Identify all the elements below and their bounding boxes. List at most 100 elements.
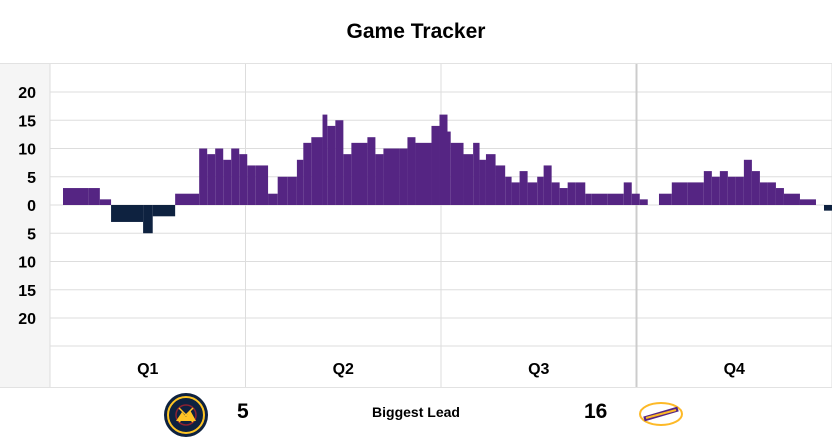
y-tick-label: 10 <box>18 255 36 272</box>
lakers-lead-bar <box>727 176 736 205</box>
lakers-lead-bar <box>585 193 592 205</box>
lakers-lead-bar <box>415 142 432 205</box>
lakers-lead-bar <box>99 199 112 205</box>
lakers-lead-bar <box>383 148 400 205</box>
lakers-lead-bar <box>343 154 352 205</box>
lead-bars <box>63 114 832 234</box>
y-tick-label: 15 <box>18 113 36 130</box>
quarter-label: Q4 <box>724 361 745 378</box>
biggest-lead-label: Biggest Lead <box>372 404 460 420</box>
lakers-lead-bar <box>735 176 744 205</box>
lakers-lead-bar <box>485 154 496 205</box>
lakers-lead-bar <box>199 148 208 205</box>
lakers-lead-bar <box>519 171 528 205</box>
lakers-lead-bar <box>479 159 486 205</box>
lakers-lead-bar <box>255 165 269 205</box>
lakers-lead-bar <box>303 142 312 205</box>
lakers-lead-bar <box>623 182 632 205</box>
y-axis-ticks: 20 15 10 5 0 5 10 15 20 <box>18 85 36 328</box>
lakers-lead-bar <box>719 171 728 205</box>
lakers-lead-bar <box>505 176 512 205</box>
lakers-lead-bar <box>751 171 760 205</box>
nuggets-lead-bar <box>143 205 153 234</box>
lakers-lead-bar <box>447 131 451 205</box>
lakers-lead-bar <box>399 148 408 205</box>
nuggets-biggest-lead: 5 <box>237 400 249 423</box>
y-axis-label-band <box>0 64 50 387</box>
lakers-lead-bar <box>431 125 440 205</box>
y-tick-label: 20 <box>18 85 36 102</box>
lakers-lead-bar <box>639 199 648 205</box>
lakers-lead-bar <box>711 176 720 205</box>
lakers-lead-bar <box>607 193 624 205</box>
y-tick-label: 20 <box>18 311 36 328</box>
lakers-lead-bar <box>247 165 256 205</box>
lakers-lead-bar <box>759 182 768 205</box>
lakers-lead-bar <box>559 188 568 205</box>
lead-tracker-chart: 20 15 10 5 0 5 10 15 20 Q1 Q2 Q3 Q4 <box>0 64 832 387</box>
lakers-lead-bar <box>335 120 344 205</box>
lakers-lead-bar <box>543 165 552 205</box>
lakers-lead-bar <box>527 182 538 205</box>
lakers-lead-bar <box>671 182 688 205</box>
y-tick-label: 15 <box>18 283 36 300</box>
lakers-lead-bar <box>268 193 278 205</box>
lakers-lead-bar <box>799 199 816 205</box>
lakers-lead-bar <box>463 154 474 205</box>
lakers-lead-bar <box>63 188 89 205</box>
lakers-lead-bar <box>703 171 712 205</box>
lakers-lead-bar <box>287 176 297 205</box>
lakers-lead-bar <box>631 193 640 205</box>
lakers-lead-bar <box>215 148 224 205</box>
nuggets-lead-bar <box>152 205 176 217</box>
lakers-lead-bar <box>775 188 784 205</box>
biggest-lead-footer: 5 Biggest Lead 16 <box>0 387 832 439</box>
nuggets-lead-bar <box>111 205 144 222</box>
lakers-lead-bar <box>277 176 288 205</box>
lakers-lead-bar <box>239 154 248 205</box>
lakers-lead-bar <box>296 159 304 205</box>
lakers-lead-bar <box>687 182 704 205</box>
chart-grid <box>49 64 832 387</box>
lakers-lead-bar <box>322 114 328 205</box>
lakers-lead-bar <box>658 193 672 205</box>
lakers-lead-bar <box>439 114 448 205</box>
lakers-logo-icon <box>639 402 683 426</box>
lakers-lead-bar <box>511 182 520 205</box>
lakers-lead-bar <box>767 182 776 205</box>
lakers-lead-bar <box>783 193 800 205</box>
lakers-lead-bar <box>88 188 100 205</box>
lakers-lead-bar <box>367 137 376 205</box>
y-tick-label: 0 <box>27 198 36 215</box>
nuggets-lead-bar <box>823 205 832 211</box>
quarter-label: Q1 <box>137 361 158 378</box>
nuggets-logo-icon <box>164 393 208 437</box>
quarter-labels: Q1 Q2 Q3 Q4 <box>137 361 745 378</box>
lakers-lead-bar <box>311 137 323 205</box>
page-title: Game Tracker <box>0 0 832 64</box>
lakers-lead-bar <box>575 182 586 205</box>
lakers-lead-bar <box>591 193 608 205</box>
lakers-lead-bar <box>175 193 200 205</box>
lakers-lead-bar <box>223 159 232 205</box>
lakers-lead-bar <box>351 142 368 205</box>
lakers-lead-bar <box>567 182 576 205</box>
lakers-biggest-lead: 16 <box>584 400 608 423</box>
lakers-lead-bar <box>450 142 464 205</box>
y-tick-label: 5 <box>27 170 36 187</box>
lakers-lead-bar <box>551 182 560 205</box>
y-tick-label: 5 <box>27 226 36 243</box>
lakers-lead-bar <box>743 159 752 205</box>
y-tick-label: 10 <box>18 142 36 159</box>
lakers-lead-bar <box>473 142 480 205</box>
quarter-label: Q2 <box>333 361 354 378</box>
quarter-label: Q3 <box>528 361 549 378</box>
lakers-lead-bar <box>375 154 384 205</box>
lakers-lead-bar <box>327 125 336 205</box>
lakers-lead-bar <box>495 165 506 205</box>
lakers-lead-bar <box>231 148 240 205</box>
lakers-lead-bar <box>407 137 416 205</box>
lakers-lead-bar <box>207 154 216 205</box>
lakers-lead-bar <box>537 176 544 205</box>
